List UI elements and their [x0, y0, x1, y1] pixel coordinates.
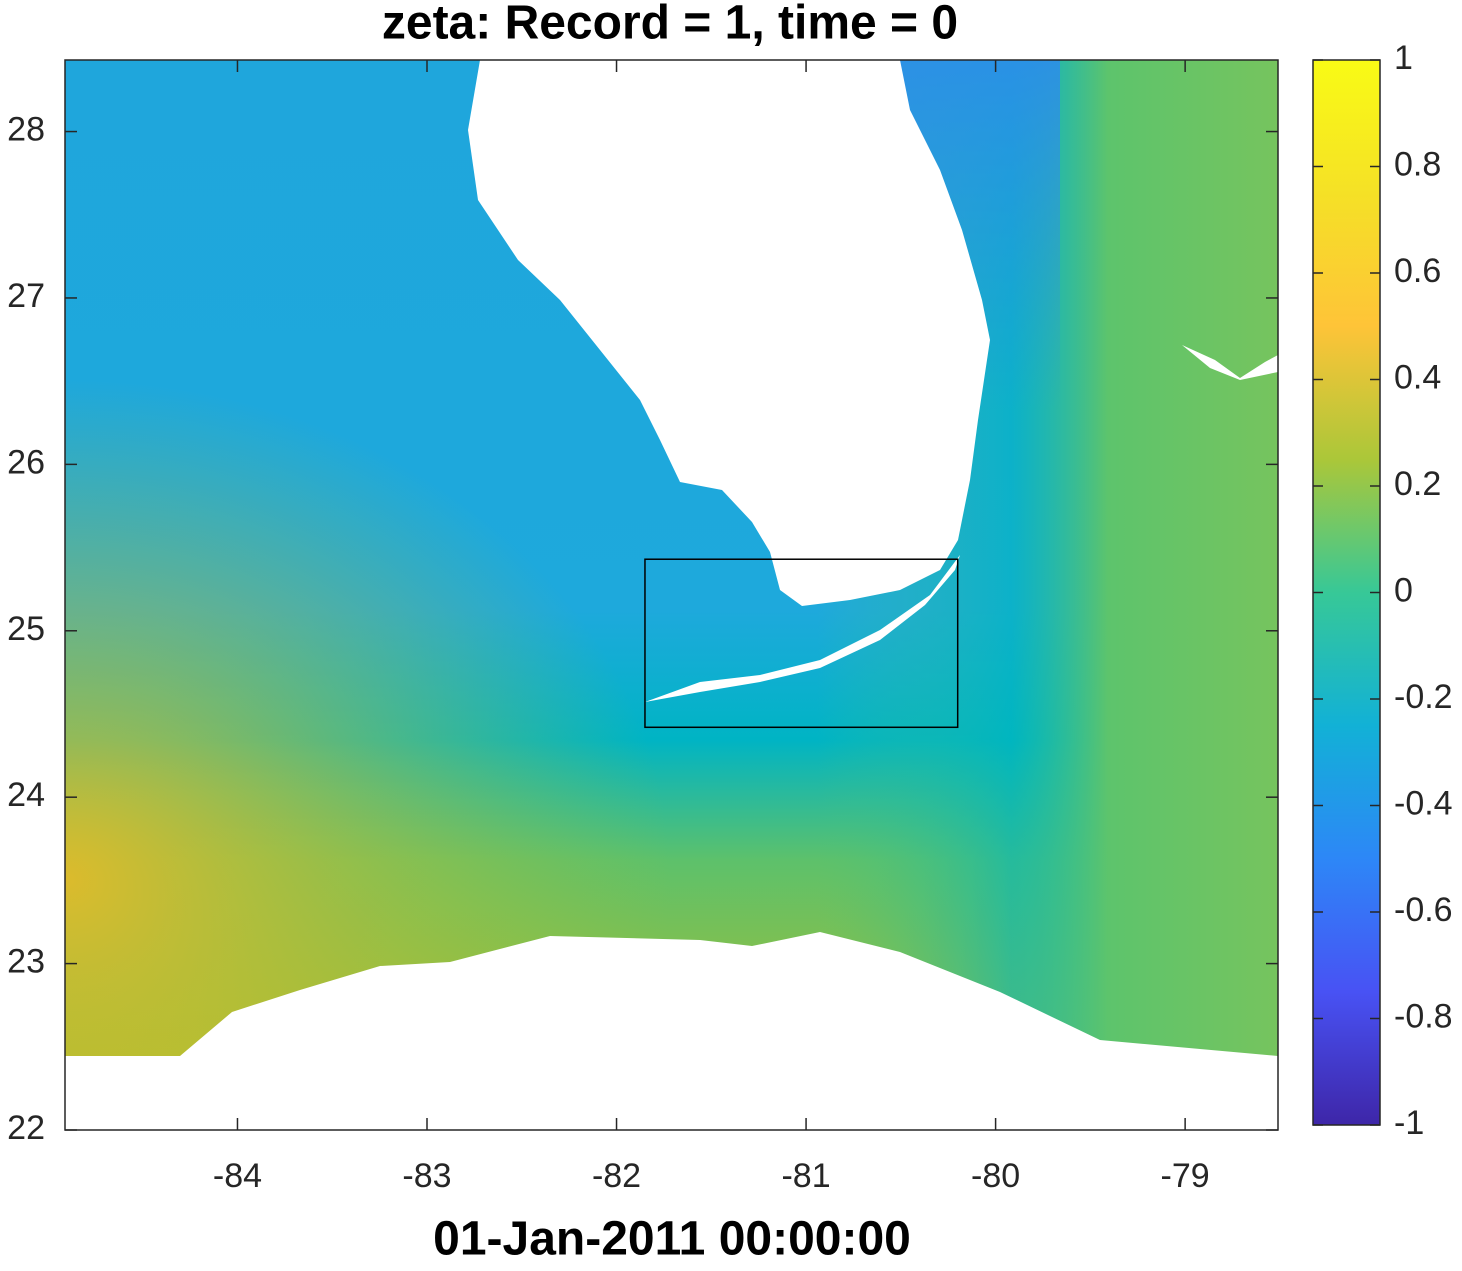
x-tick-label: -82 — [592, 1157, 641, 1195]
x-tick-label: -83 — [402, 1157, 451, 1195]
land-florida — [468, 60, 990, 606]
colorbar-tick-label: -0.6 — [1394, 891, 1453, 929]
land-cuba — [65, 932, 1278, 1130]
colorbar-tick-label: -0.4 — [1394, 784, 1453, 822]
colorbar-tick-label: 0.4 — [1394, 358, 1441, 396]
colorbar-tick-label: -1 — [1394, 1104, 1424, 1142]
x-tick-label: -84 — [213, 1157, 262, 1195]
y-tick-label: 23 — [7, 943, 45, 981]
colorbar-tick-label: 0.2 — [1394, 465, 1441, 503]
x-tick-label: -79 — [1161, 1157, 1210, 1195]
y-tick-label: 27 — [7, 277, 45, 315]
y-tick-label: 22 — [7, 1109, 45, 1147]
colorbar-tick-label: -0.2 — [1394, 678, 1453, 716]
axes-frame — [64, 59, 1279, 1131]
region-box — [644, 558, 959, 729]
x-tick-label: -81 — [781, 1157, 830, 1195]
colorbar-tick-label: 0.8 — [1394, 145, 1441, 183]
colorbar-tick-label: -0.8 — [1394, 997, 1453, 1035]
field — [65, 60, 1278, 1130]
colorbar-tick-label: 1 — [1394, 39, 1413, 77]
title: zeta: Record = 1, time = 0 — [382, 0, 958, 50]
y-tick-label: 26 — [7, 443, 45, 481]
colorbar — [1312, 59, 1381, 1126]
y-tick-label: 24 — [7, 776, 45, 814]
y-tick-label: 28 — [7, 111, 45, 149]
x-tick-label: -80 — [971, 1157, 1020, 1195]
colorbar-tick-label: 0.6 — [1394, 252, 1441, 290]
y-tick-label: 25 — [7, 610, 45, 648]
land-bahamas — [1182, 345, 1278, 380]
x-label: 01-Jan-2011 00:00:00 — [433, 1213, 911, 1266]
colorbar-tick-label: 0 — [1394, 571, 1413, 609]
